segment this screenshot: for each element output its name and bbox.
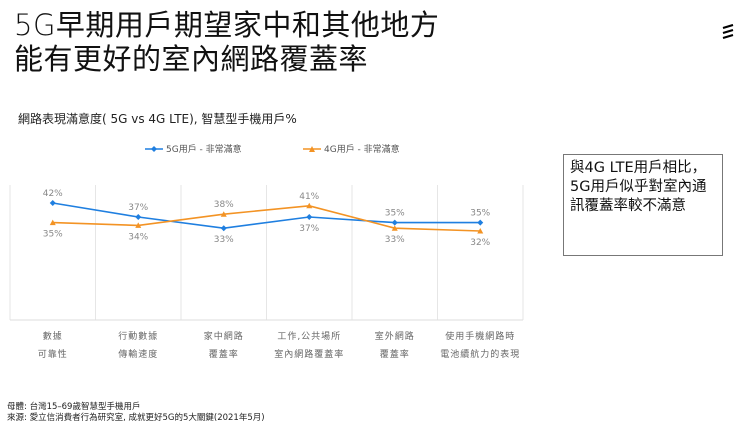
data-point-4g	[306, 202, 313, 209]
legend-item-4g: 4G用戶 - 非常滿意	[303, 142, 400, 155]
legend-5g-marker-icon	[145, 145, 163, 152]
data-point-4g	[135, 222, 142, 228]
data-label: 35%	[43, 230, 63, 240]
x-tick-label: 家中網路 覆蓋率	[179, 328, 269, 364]
x-tick-label-line: 可靠性	[37, 350, 68, 360]
footnote: 母體: 台灣15–69歲智慧型手機用戶 來源: 愛立信消費者行為研究室, 成就更…	[7, 402, 265, 424]
footnote-population: 母體: 台灣15–69歲智慧型手機用戶	[7, 402, 141, 412]
x-tick-label-line: 室外網路	[374, 332, 415, 342]
data-label: 41%	[299, 192, 319, 202]
legend-5g-label: 5G用戶 - 非常滿意	[166, 145, 242, 155]
data-label: 35%	[470, 209, 490, 219]
data-point-5g	[306, 214, 313, 220]
data-label: 33%	[214, 235, 234, 245]
x-tick-label-line: 家中網路	[203, 332, 244, 342]
chart-subtitle: 網路表現滿意度( 5G vs 4G LTE), 智慧型手機用戶%	[18, 112, 297, 126]
x-tick-label-line: 使用手機網路時	[445, 332, 516, 342]
line-chart: 42% 37% 33% 37% 35% 35% 35% 34% 38% 41% 33% 32%	[9, 185, 524, 321]
footnote-source: 來源: 愛立信消費者行為研究室, 成就更好5G的5大關鍵(2021年5月)	[7, 413, 265, 423]
x-tick-label: 使用手機網路時 電池續航力的表現	[435, 328, 525, 364]
data-point-4g	[477, 228, 484, 234]
x-tick-label-line: 數據	[42, 332, 63, 342]
x-tick-label-line: 行動數據	[118, 332, 159, 342]
data-point-4g	[220, 211, 227, 217]
page-title: 5G早期用戶期望家中和其他地方 能有更好的室內網路覆蓋率	[14, 8, 439, 76]
title-line-2: 能有更好的室內網路覆蓋率	[14, 42, 369, 76]
x-tick-label-line: 電池續航力的表現	[440, 350, 521, 360]
series-line-0	[52, 202, 481, 230]
data-label: 38%	[214, 200, 234, 210]
x-tick-label: 數據 可靠性	[8, 328, 98, 364]
x-tick-label: 工作,公共場所 室內網路覆蓋率	[264, 328, 354, 364]
x-tick-label: 行動數據 傳輸速度	[93, 328, 183, 364]
legend-4g-marker-icon	[303, 145, 321, 152]
data-label: 34%	[128, 232, 148, 242]
x-tick-label-line: 工作,公共場所	[277, 332, 342, 342]
data-point-5g	[49, 200, 56, 206]
data-point-4g	[49, 219, 56, 226]
x-tick-label-line: 覆蓋率	[379, 350, 410, 360]
x-tick-label: 室外網路 覆蓋率	[350, 328, 440, 364]
data-point-5g	[391, 219, 398, 226]
x-tick-label-line: 覆蓋率	[208, 350, 239, 360]
data-point-4g	[391, 225, 398, 231]
data-label: 37%	[128, 203, 148, 213]
data-label: 35%	[385, 209, 405, 219]
data-label: 42%	[43, 189, 63, 199]
legend-item-5g: 5G用戶 - 非常滿意	[145, 142, 242, 155]
callout-box: 與4G LTE用戶相比，5G用戶似乎對室內通訊覆蓋率較不滿意	[563, 154, 723, 256]
data-point-5g	[135, 214, 142, 220]
data-point-5g	[477, 219, 484, 226]
title-line-1: 5G早期用戶期望家中和其他地方	[14, 8, 440, 42]
data-label: 32%	[470, 238, 490, 248]
x-tick-label-line: 傳輸速度	[118, 350, 159, 360]
series-line-1	[52, 204, 481, 232]
data-point-5g	[220, 225, 227, 232]
ericsson-logo-icon	[722, 24, 734, 40]
data-label: 33%	[385, 235, 405, 245]
legend-4g-label: 4G用戶 - 非常滿意	[324, 145, 400, 155]
data-label: 37%	[299, 224, 319, 234]
x-tick-label-line: 室內網路覆蓋率	[274, 350, 345, 360]
